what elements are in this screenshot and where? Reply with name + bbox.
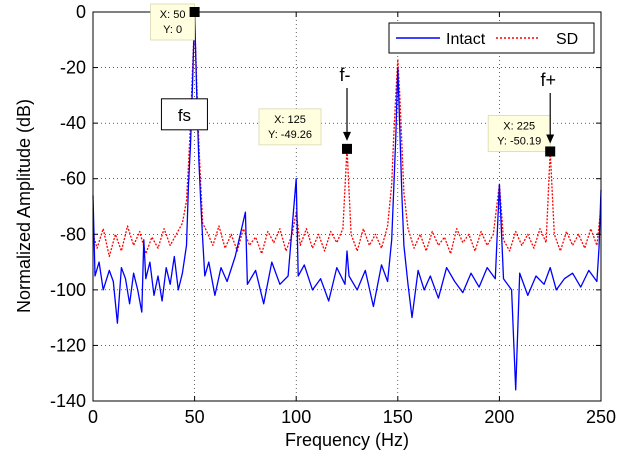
- x-tick-label: 250: [586, 407, 616, 427]
- x-tick-label: 0: [88, 407, 98, 427]
- series-line-intact: [92, 11, 602, 391]
- f-plus-label: f+: [540, 70, 556, 90]
- datatip-box: [150, 3, 196, 41]
- y-tick-label: -120: [50, 335, 86, 355]
- datatip-y-label: Y: -49.26: [268, 129, 312, 141]
- y-tick-label: -140: [50, 391, 86, 411]
- y-tick-label: -60: [60, 169, 86, 189]
- y-tick-label: -20: [60, 58, 86, 78]
- y-axis-label: Normalized Amplitude (dB): [14, 99, 34, 313]
- datatip-y-label: Y: -50.19: [497, 135, 541, 147]
- f-plus-arrow-head: [546, 134, 555, 144]
- x-axis-label: Frequency (Hz): [285, 430, 409, 450]
- plot-frame: [92, 11, 602, 402]
- legend: Intact SD: [388, 22, 595, 54]
- annotations: X: 50 Y: 0 X: 125 Y: -49.26 X: 225 Y: -50.19 f…: [150, 3, 556, 157]
- datatip-x-label: X: 50: [160, 9, 186, 21]
- datatip-box: [258, 108, 322, 146]
- datatip-x-label: X: 125: [274, 114, 306, 126]
- fs-label: fs: [178, 106, 191, 125]
- x-tick-label: 50: [185, 407, 205, 427]
- y-tick-label: -100: [50, 280, 86, 300]
- fs-label-box: [160, 98, 208, 131]
- y-tick-label: -40: [60, 113, 86, 133]
- x-tick-label: 100: [281, 407, 311, 427]
- datatip-box: [487, 115, 551, 152]
- f-minus-label: f-: [340, 65, 351, 85]
- datatip-x-label: X: 225: [503, 120, 535, 132]
- legend-label-sd: SD: [556, 31, 578, 48]
- x-tick-label: 200: [484, 407, 514, 427]
- datatip-marker: [545, 146, 556, 157]
- plot-area: [93, 12, 601, 401]
- datatip-marker: [342, 143, 352, 154]
- legend-label-intact: Intact: [446, 31, 486, 48]
- series-layer: [92, 11, 602, 391]
- x-tick-label: 150: [383, 407, 413, 427]
- f-minus-arrow-head: [343, 131, 351, 141]
- datatip-y-label: Y: 0: [163, 24, 182, 36]
- axis-ticks: 0 50 100 150 200 250 0 -20 -40 -60 -80 -100 -120 -140: [50, 2, 616, 427]
- y-tick-label: -80: [60, 224, 86, 244]
- y-tick-label: 0: [76, 2, 86, 22]
- datatip-marker: [189, 7, 200, 17]
